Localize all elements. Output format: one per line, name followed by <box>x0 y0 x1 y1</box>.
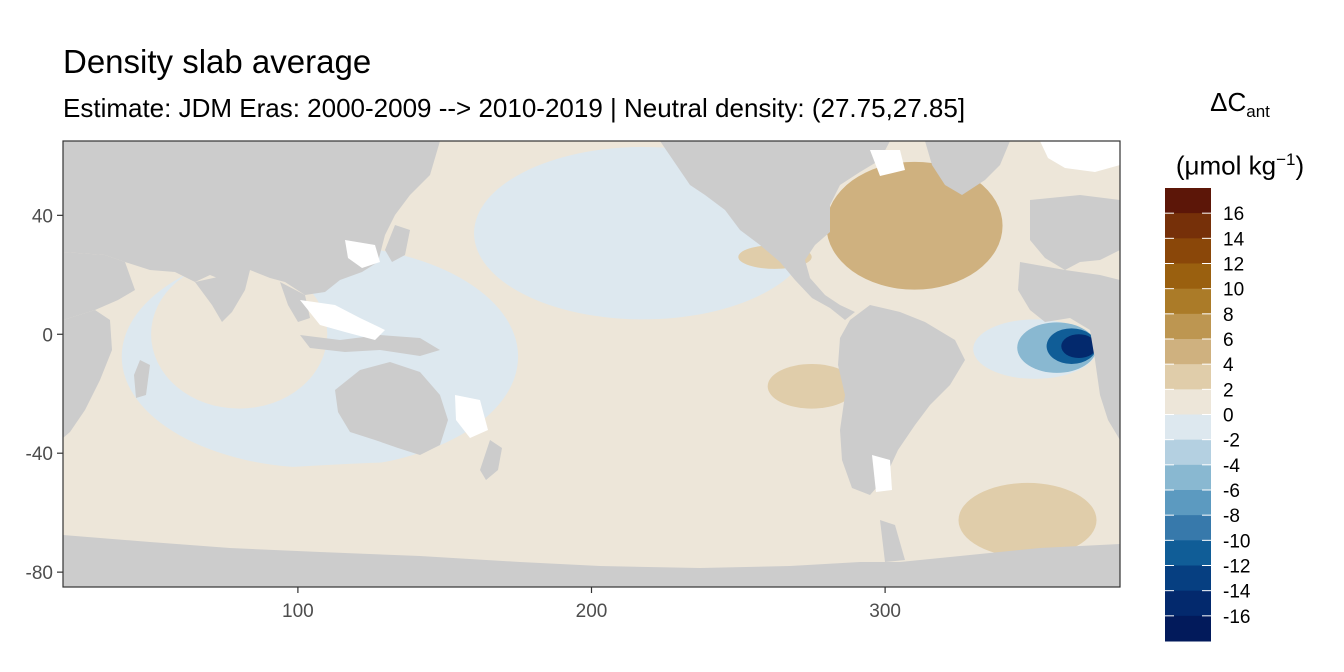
land-australia <box>335 362 448 455</box>
legend-label: 10 <box>1223 280 1244 301</box>
land-mask <box>63 141 1120 587</box>
land-antarctica <box>63 535 1120 587</box>
y-tick-label: -40 <box>26 444 53 465</box>
missing-arctic-atlantic <box>1040 141 1120 172</box>
legend-swatch <box>1165 590 1211 617</box>
legend-swatch <box>1165 238 1211 264</box>
legend-swatch <box>1165 339 1211 365</box>
legend-unit-sup: −1 <box>1276 150 1296 170</box>
y-tick-label: 40 <box>32 206 53 227</box>
chart-subtitle: Estimate: JDM Eras: 2000-2009 --> 2010-2… <box>63 93 966 123</box>
legend-label: 2 <box>1223 380 1234 401</box>
missing-indonesian-seas <box>300 300 385 340</box>
legend-swatch <box>1165 439 1211 466</box>
legend-title-main: ΔC <box>1210 87 1247 117</box>
legend-swatch <box>1165 414 1211 441</box>
legend-swatch <box>1165 565 1211 592</box>
missing-patagonia-shelf <box>872 455 892 492</box>
x-axis: 100 200 300 <box>282 587 901 622</box>
legend-label: -12 <box>1223 557 1250 578</box>
land-new-zealand <box>480 440 502 480</box>
legend-label: 16 <box>1223 204 1244 225</box>
land-south-america <box>838 305 965 495</box>
land-indonesia <box>300 335 440 356</box>
x-tick-label: 100 <box>282 601 314 622</box>
legend-label: 8 <box>1223 305 1234 326</box>
land-japan <box>385 225 410 262</box>
land-antarctic-peninsula <box>880 520 905 562</box>
y-tick-label: 0 <box>42 325 53 346</box>
legend-swatch <box>1165 288 1211 315</box>
legend-label: -2 <box>1223 431 1240 452</box>
x-tick-label: 200 <box>576 601 608 622</box>
chart-title: Density slab average <box>63 43 372 80</box>
legend-label: 0 <box>1223 406 1234 427</box>
legend-unit-close: ) <box>1295 150 1305 181</box>
land-india <box>195 270 250 322</box>
land-madagascar <box>134 360 150 398</box>
missing-canadian-arch <box>870 150 905 176</box>
region-2 <box>151 259 328 409</box>
legend-label: -8 <box>1223 506 1240 527</box>
land-se-asia <box>280 282 310 322</box>
legend-label: 14 <box>1223 229 1245 250</box>
region-5 <box>767 364 856 409</box>
region-3 <box>63 459 1062 558</box>
y-tick-label: -80 <box>26 563 53 584</box>
legend-swatch <box>1165 464 1211 491</box>
legend-label: -4 <box>1223 456 1240 477</box>
land-north-america <box>660 141 890 320</box>
legend-title: ΔCant (μmol kg−1) <box>1160 82 1320 186</box>
land-arabia <box>63 252 135 320</box>
region-11 <box>1061 334 1097 359</box>
missing-east-asia-shelf <box>345 240 380 268</box>
legend-swatch <box>1165 364 1211 390</box>
land-greenland <box>925 141 1010 195</box>
region-4 <box>958 482 1097 558</box>
legend-swatch <box>1165 188 1211 214</box>
legend-label: 12 <box>1223 255 1244 276</box>
land-europe <box>1030 195 1120 270</box>
region-7 <box>826 161 1003 290</box>
legend-swatch <box>1165 313 1211 340</box>
land-west-africa <box>1018 262 1120 440</box>
legend-swatch <box>1165 389 1211 415</box>
legend-label: -6 <box>1223 481 1240 502</box>
legend-colorbar: 16 14 12 10 8 6 4 2 0 -2 -4 -6 -8 -10 -12 -14 -16 <box>1165 188 1251 642</box>
legend-label: -16 <box>1223 607 1250 628</box>
legend-swatch <box>1165 515 1211 541</box>
missing-tasman <box>455 395 488 438</box>
legend-unit-main: (μmol kg <box>1175 150 1277 181</box>
legend-swatch <box>1165 263 1211 290</box>
map-panel <box>63 141 1120 587</box>
legend-swatch <box>1165 540 1211 566</box>
y-axis: 40 0 -40 -80 <box>26 206 63 584</box>
legend-title-sub: ant <box>1246 102 1270 122</box>
missing-data <box>300 141 1120 492</box>
x-tick-label: 300 <box>869 601 901 622</box>
land-africa <box>63 310 112 438</box>
legend-label: 4 <box>1223 355 1234 376</box>
land-eurasia <box>63 141 440 295</box>
legend-swatch <box>1165 213 1211 239</box>
legend-label: 6 <box>1223 330 1234 351</box>
legend-swatch <box>1165 490 1211 516</box>
legend-swatch <box>1165 615 1211 642</box>
legend-label: -10 <box>1223 531 1250 552</box>
legend-label: -14 <box>1223 582 1251 603</box>
